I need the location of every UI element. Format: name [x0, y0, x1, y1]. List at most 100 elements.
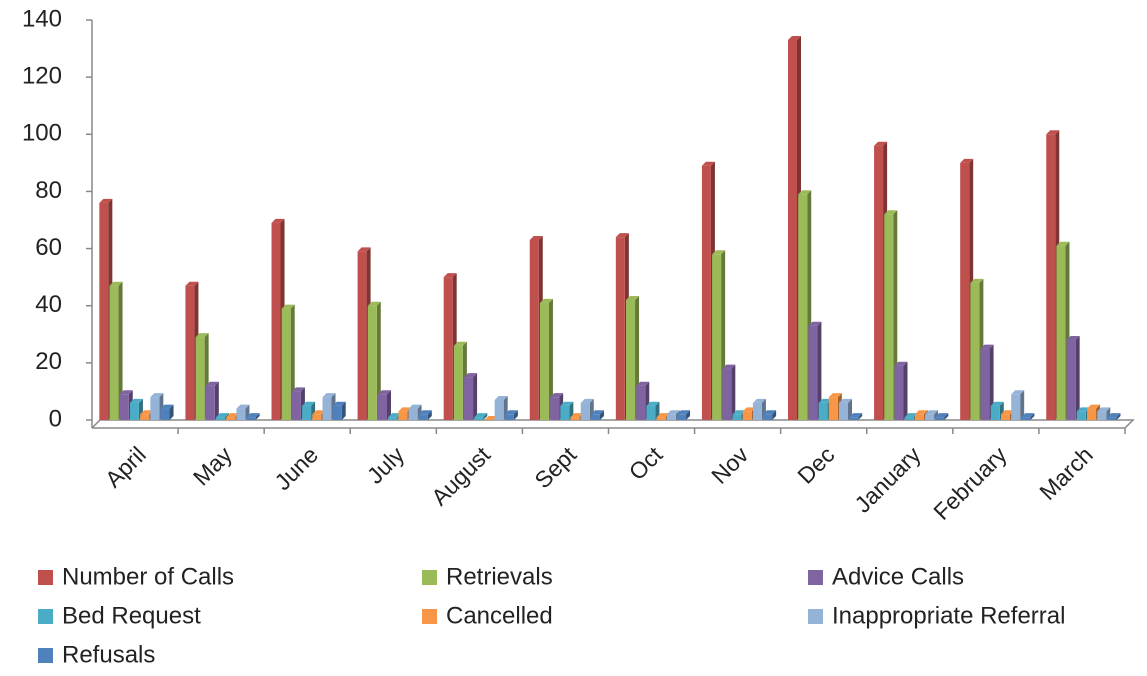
- bar-top: [874, 141, 888, 146]
- bar: [626, 300, 636, 420]
- bar-top: [1056, 241, 1070, 246]
- bar: [839, 402, 849, 420]
- bar-side: [989, 344, 994, 420]
- bar: [408, 408, 418, 420]
- bar: [712, 254, 722, 420]
- bar: [160, 408, 170, 420]
- bar-top: [798, 190, 812, 195]
- bar-side: [169, 404, 174, 420]
- floor: [91, 419, 1135, 429]
- bar: [849, 417, 859, 420]
- bar-top: [474, 413, 488, 418]
- bar-top: [226, 413, 240, 418]
- bar-top: [626, 296, 640, 300]
- bar-top: [418, 410, 432, 415]
- bar-top: [1011, 390, 1025, 395]
- bar: [367, 305, 377, 420]
- bar-top: [119, 390, 133, 395]
- x-tick-label: August: [426, 441, 495, 510]
- bar: [1000, 414, 1010, 420]
- bar: [195, 337, 205, 420]
- bar: [884, 214, 894, 420]
- bar-side: [1020, 390, 1025, 420]
- bar: [529, 240, 539, 420]
- bar-top: [281, 304, 295, 309]
- y-tick-label: 100: [22, 120, 62, 147]
- bar-top: [1097, 407, 1111, 412]
- x-tick-label: Oct: [624, 441, 668, 485]
- bar: [418, 414, 428, 420]
- bar-top: [357, 247, 371, 252]
- bar-side: [848, 398, 853, 420]
- bar: [312, 414, 322, 420]
- bar: [904, 417, 914, 420]
- legend-label: Retrievals: [446, 563, 553, 590]
- x-tick-label: July: [362, 441, 410, 489]
- bar-top: [590, 410, 604, 415]
- bar: [752, 402, 762, 420]
- bar: [129, 402, 139, 420]
- bar-top: [656, 413, 670, 418]
- bar-top: [1000, 410, 1014, 415]
- bar: [560, 405, 570, 420]
- bar: [453, 345, 463, 420]
- bar-top: [990, 401, 1004, 406]
- bar-top: [570, 413, 584, 418]
- bar: [828, 397, 838, 420]
- x-tick-label: March: [1034, 441, 1098, 505]
- bar: [1097, 411, 1107, 420]
- bar-top: [312, 410, 326, 415]
- bar: [281, 308, 291, 420]
- bar-side: [858, 413, 863, 420]
- y-tick-label: 0: [49, 405, 62, 432]
- bar: [322, 397, 332, 420]
- bar: [935, 417, 945, 420]
- bar-top: [1087, 404, 1101, 409]
- legend-label: Cancelled: [446, 602, 553, 629]
- bar: [140, 414, 150, 420]
- legend-label: Advice Calls: [832, 563, 964, 590]
- bar-side: [427, 410, 432, 420]
- legend-label: Refusals: [62, 641, 155, 668]
- bar: [99, 202, 109, 420]
- bar: [677, 414, 687, 420]
- bar: [788, 40, 798, 420]
- bar-top: [884, 210, 898, 215]
- bar-side: [473, 373, 478, 420]
- legend-swatch: [808, 609, 823, 624]
- bar: [990, 405, 1000, 420]
- bar-top: [752, 398, 766, 403]
- bar: [109, 285, 119, 420]
- bar-top: [925, 410, 939, 415]
- legend-swatch: [38, 648, 53, 663]
- bar: [1011, 394, 1021, 420]
- bar: [580, 402, 590, 420]
- bar: [818, 402, 828, 420]
- bar-side: [548, 298, 553, 420]
- bar-top: [894, 361, 908, 366]
- bar-side: [483, 413, 488, 420]
- bar-side: [1030, 413, 1035, 420]
- bar: [636, 385, 646, 420]
- bar: [464, 377, 474, 420]
- bar-top: [464, 373, 478, 378]
- bar: [1046, 134, 1056, 421]
- bar-top: [742, 407, 756, 412]
- bar: [722, 368, 732, 420]
- bar: [914, 414, 924, 420]
- bar: [291, 391, 301, 420]
- bar: [246, 417, 256, 420]
- bar-top: [914, 410, 928, 415]
- bar: [332, 405, 342, 420]
- bar: [1056, 245, 1066, 420]
- x-tick-label: Dec: [792, 441, 839, 488]
- bar-top: [701, 161, 715, 166]
- bar-top: [150, 393, 164, 398]
- bar-top: [980, 344, 994, 349]
- bar-top: [443, 273, 457, 278]
- y-tick-label: 80: [35, 177, 62, 204]
- bar-top: [291, 387, 305, 392]
- bar: [150, 397, 160, 420]
- bar-top: [818, 398, 832, 403]
- bar-top: [109, 281, 123, 286]
